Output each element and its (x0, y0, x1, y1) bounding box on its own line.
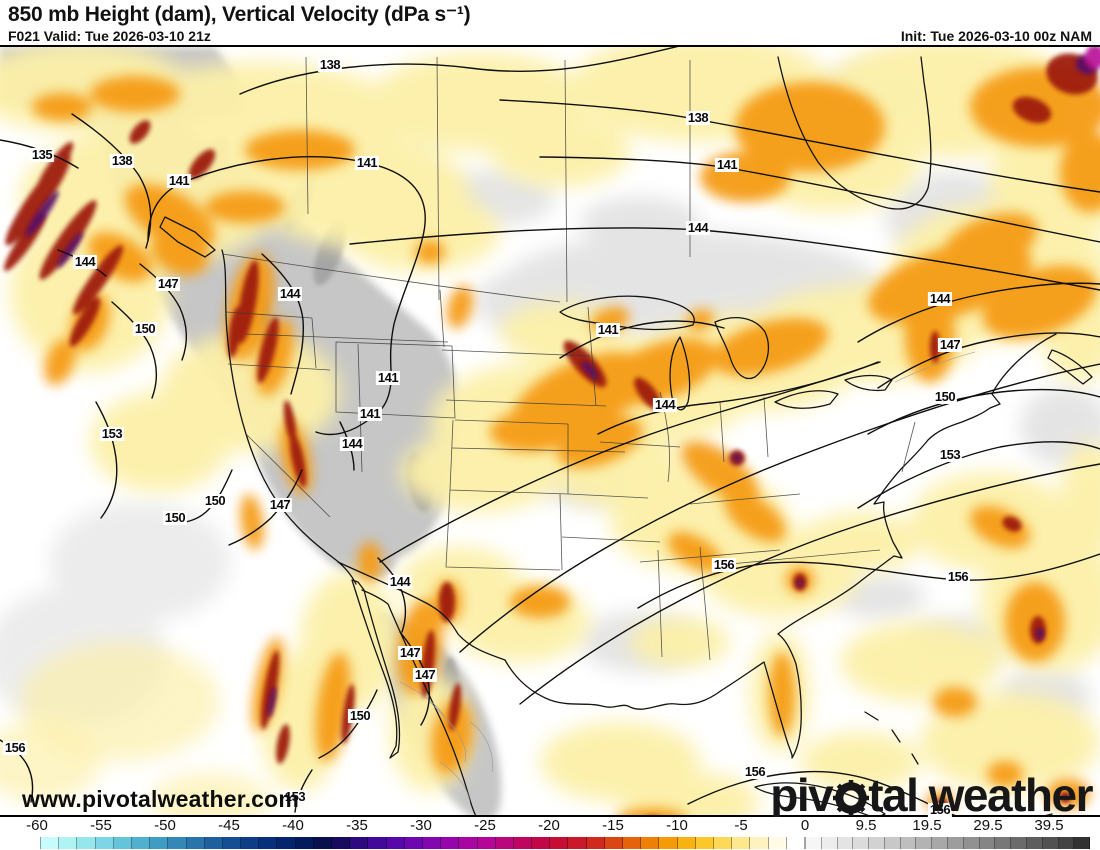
colorbar-tick-label: -35 (346, 817, 368, 834)
colorbar-cell (131, 837, 151, 849)
colorbar-cell (604, 837, 623, 849)
colorbar-cell (916, 837, 933, 849)
colorbar-cell (1074, 837, 1091, 849)
colorbar-cell (168, 837, 187, 849)
init-time: Init: Tue 2026-03-10 00z NAM (900, 28, 1092, 44)
colorbar-cell (805, 837, 822, 849)
colorbar-cell (532, 837, 551, 849)
colorbar-tick-label: -20 (538, 817, 560, 834)
colorbar-cell (623, 837, 642, 849)
colorbar-cell (59, 837, 78, 849)
colorbar-cell (979, 837, 996, 849)
colorbar-cell (368, 837, 387, 849)
colorbar-cell (95, 837, 114, 849)
colorbar-strip (40, 837, 1091, 849)
colorbar-cell (422, 837, 442, 849)
colorbar-negative-cells (40, 837, 805, 849)
colorbar-tick-label: -5 (734, 817, 748, 834)
colorbar-cell (1026, 837, 1043, 849)
colorbar-cell (332, 837, 351, 849)
colorbar-cell (713, 837, 733, 849)
colorbar-cell (568, 837, 587, 849)
colorbar-tick-label: -40 (282, 817, 304, 834)
colorbar-cell (113, 837, 132, 849)
colorbar-tick-label: -25 (474, 817, 496, 834)
colorbar-cell (477, 837, 496, 849)
colorbar-tick-label: 29.5 (973, 817, 1003, 834)
colorbar-cell (659, 837, 678, 849)
colorbar-tick-label: 39.5 (1034, 817, 1064, 834)
colorbar-cell (750, 837, 769, 849)
pivotal-weather-logo: piv tal weather (770, 768, 1093, 822)
colorbar-cell (404, 837, 423, 849)
colorbar-cell (441, 837, 460, 849)
colorbar-cell (963, 837, 980, 849)
logo-text-after: tal weather (868, 769, 1093, 821)
weather-map-graphic (0, 47, 1100, 815)
colorbar-cell (1011, 837, 1027, 849)
colorbar-cell (277, 837, 296, 849)
colorbar-cell (386, 837, 405, 849)
colorbar-cell (677, 837, 696, 849)
colorbar-cell (869, 837, 885, 849)
colorbar-cell (948, 837, 964, 849)
coastlines (159, 56, 1093, 815)
colorbar-cell (259, 837, 278, 849)
gear-icon (833, 780, 870, 816)
colorbar-cell (884, 837, 901, 849)
purple-cores (25, 47, 1100, 807)
colorbar-tick-label: -50 (154, 817, 176, 834)
colorbar-cell (732, 837, 751, 849)
colorbar-cell (786, 837, 805, 849)
colorbar-cell (241, 837, 260, 849)
colorbar-cell (641, 837, 660, 849)
map-title: 850 mb Height (dam), Vertical Velocity (… (8, 3, 471, 26)
colorbar-cell (853, 837, 870, 849)
colorbar-cell (1058, 837, 1075, 849)
colorbar-cell (313, 837, 332, 849)
mexico-state-borders (399, 351, 976, 803)
colorbar-tick-label: -10 (666, 817, 688, 834)
colorbar-cell (821, 837, 838, 849)
colorbar-positive-cells (805, 837, 1091, 849)
colorbar-cell (77, 837, 96, 849)
colorbar-tick-label: 0 (800, 817, 810, 834)
colorbar-cell (932, 837, 949, 849)
colorbar-cell (837, 837, 854, 849)
colorbar-tick-label: -55 (90, 817, 112, 834)
colorbar-cell (513, 837, 533, 849)
colorbar-cell (350, 837, 369, 849)
colorbar-cell (550, 837, 569, 849)
colorbar-cell (186, 837, 205, 849)
map-header: 850 mb Height (dam), Vertical Velocity (… (0, 0, 1100, 45)
colorbar-cell (1042, 837, 1059, 849)
colorbar-cell (695, 837, 714, 849)
colorbar-cell (995, 837, 1012, 849)
colorbar-tick-label: 9.5 (855, 817, 877, 834)
colorbar-tick-label: -15 (602, 817, 624, 834)
colorbar-cell (40, 837, 60, 849)
colorbar-tick-label: -30 (410, 817, 432, 834)
colorbar-cell (768, 837, 787, 849)
colorbar-cell (222, 837, 242, 849)
logo-text-before: piv (770, 769, 833, 821)
colorbar-tick-label: -45 (218, 817, 240, 834)
watermark-url: www.pivotalweather.com (22, 786, 300, 812)
colorbar-cell (900, 837, 917, 849)
colorbar-cell (150, 837, 169, 849)
colorbar-tick-label: -60 (26, 817, 48, 834)
colorbar-cell (459, 837, 478, 849)
valid-time: F021 Valid: Tue 2026-03-10 21z (8, 28, 211, 44)
colorbar-cell (204, 837, 223, 849)
colorbar: -60 -55 -50 -45 -40 -35 -30 -25 -20 -15 -10 -5 0 9.5 1… (0, 817, 1100, 850)
colorbar-cell (295, 837, 314, 849)
colorbar-cell (586, 837, 605, 849)
map-canvas (0, 45, 1100, 817)
colorbar-tick-label: 19.5 (912, 817, 942, 834)
colorbar-cell (495, 837, 514, 849)
